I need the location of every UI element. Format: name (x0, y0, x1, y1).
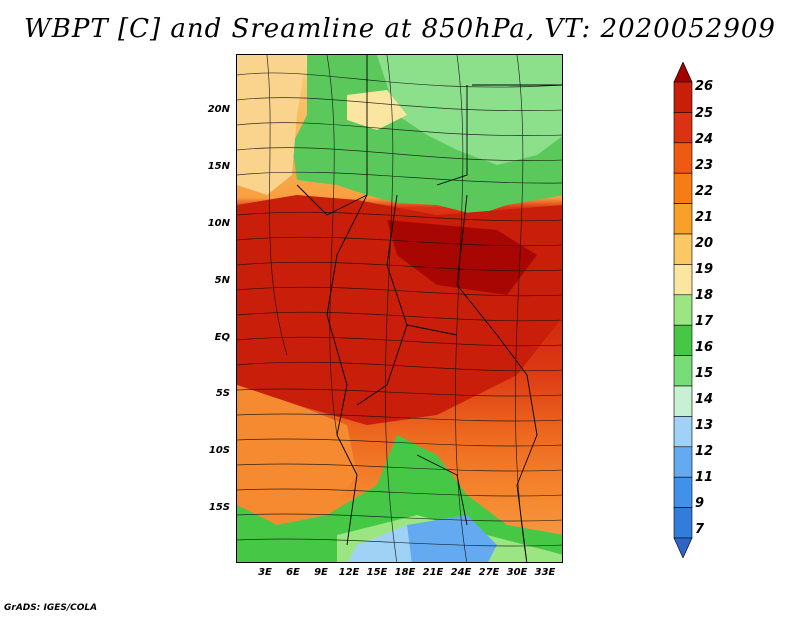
colorbar-segment (673, 112, 693, 144)
grads-credit: GrADS: IGES/COLA (4, 603, 98, 613)
lon-label-12e: 12E (338, 567, 360, 578)
colorbar-segment (673, 324, 693, 356)
colorbar-label-15: 15 (695, 366, 714, 381)
colorbar-segment (673, 62, 693, 83)
lat-label-20n: 20N (207, 104, 230, 115)
lat-label-10n: 10N (207, 218, 230, 229)
colorbar-segment (673, 385, 693, 417)
lon-label-21e: 21E (422, 567, 444, 578)
lon-label-24e: 24E (450, 567, 472, 578)
north-light-green-zone (377, 55, 562, 165)
colorbar-segment (673, 233, 693, 265)
colorbar-segment (673, 446, 693, 478)
colorbar-label-14: 14 (695, 392, 714, 407)
colorbar-label-23: 23 (695, 158, 714, 173)
country-borders (296, 55, 562, 562)
lon-label-18e: 18E (394, 567, 416, 578)
colorbar-label-21: 21 (695, 210, 714, 225)
colorbar-label-25: 25 (695, 106, 714, 121)
southwest-orange-zone (237, 385, 357, 525)
colorbar-label-7: 7 (695, 522, 705, 537)
colorbar-segment (673, 537, 693, 558)
colorbar-label-9: 9 (695, 496, 705, 511)
colorbar-segment (673, 416, 693, 448)
colorbar-label-24: 24 (695, 132, 714, 147)
colorbar-segment (673, 142, 693, 174)
colorbar-label-18: 18 (695, 288, 714, 303)
map-title: WBPT [C] and Sreamline at 850hPa, VT: 20… (24, 14, 776, 44)
colorbar (673, 62, 693, 558)
lat-label-15s: 15S (208, 502, 230, 513)
colorbar-label-19: 19 (695, 262, 714, 277)
colorbar-segment (673, 476, 693, 508)
northwest-yellow-zone (237, 55, 307, 195)
colorbar-segment (673, 294, 693, 326)
colorbar-segment (673, 507, 693, 539)
colorbar-segment (673, 203, 693, 235)
colorbar-label-20: 20 (695, 236, 714, 251)
lat-label-5s: 5S (215, 388, 230, 399)
lon-label-15e: 15E (366, 567, 388, 578)
lon-label-33e: 33E (534, 567, 556, 578)
colorbar-label-16: 16 (695, 340, 714, 355)
lon-label-27e: 27E (478, 567, 500, 578)
wbpt-field-map (237, 55, 562, 562)
colorbar-segment (673, 81, 693, 113)
south-blue-zone (397, 515, 497, 562)
map-panel (236, 54, 563, 563)
lon-label-3e: 3E (258, 567, 272, 578)
lon-label-9e: 9E (314, 567, 328, 578)
lon-label-30e: 30E (506, 567, 528, 578)
colorbar-label-12: 12 (695, 444, 714, 459)
colorbar-segment (673, 264, 693, 296)
lat-label-eq: EQ (214, 332, 230, 343)
colorbar-label-26: 26 (695, 79, 714, 94)
colorbar-segment (673, 355, 693, 387)
lat-label-15n: 15N (207, 161, 230, 172)
lon-label-6e: 6E (286, 567, 300, 578)
colorbar-segment (673, 172, 693, 204)
dark-red-core-zone (387, 220, 537, 295)
lat-label-5n: 5N (214, 275, 230, 286)
colorbar-label-11: 11 (695, 470, 714, 485)
south-light-blue-zone (348, 525, 412, 562)
streamlines (237, 55, 562, 562)
colorbar-label-17: 17 (695, 314, 714, 329)
colorbar-label-22: 22 (695, 184, 714, 199)
colorbar-label-13: 13 (695, 418, 714, 433)
lat-label-10s: 10S (208, 445, 230, 456)
